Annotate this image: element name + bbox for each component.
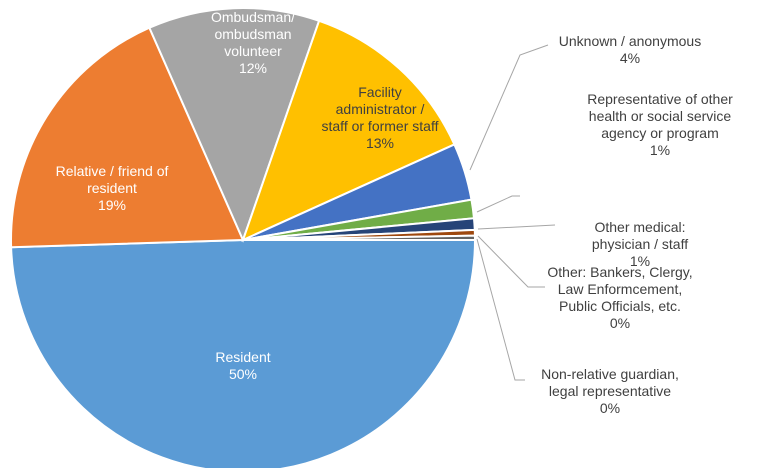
label-line: Other: Bankers, Clergy, [547, 264, 692, 280]
label-line: Other medical: [594, 219, 685, 235]
leader-line [477, 235, 545, 288]
slice-label: Resident [215, 349, 270, 365]
pie-slice [10, 26, 245, 249]
value-label: 0% [610, 315, 630, 331]
label-line: resident [87, 180, 137, 196]
label-line: agency or program [601, 125, 719, 141]
pie-slice [241, 19, 456, 242]
value-label: 0% [600, 400, 620, 416]
label-line: physician / staff [592, 236, 688, 252]
leader-line [476, 195, 520, 213]
slice-label: Other: Bankers, Clergy, Law Enformcement,… [547, 264, 692, 314]
value-label: 19% [98, 197, 126, 213]
pie-slice [242, 234, 477, 241]
value-label: 12% [239, 60, 267, 76]
slice-label: Other medical: physician / staff [592, 219, 688, 252]
label-line: Public Officials, etc. [559, 298, 681, 314]
value-label: 50% [229, 366, 257, 382]
label-line: Ombudsman/ [211, 9, 295, 25]
slice-label: Facility administrator / staff or former s… [322, 84, 439, 134]
value-label: 13% [366, 135, 394, 151]
label-line: Facility [358, 84, 402, 100]
value-label: 4% [620, 50, 640, 66]
value-label: 1% [630, 253, 650, 269]
slice-label: Non-relative guardian, legal representati… [541, 366, 679, 399]
label-line: staff or former staff [322, 118, 439, 134]
slice-label: Representative of other health or social … [587, 91, 733, 141]
slice-label: Unknown / anonymous [559, 33, 701, 49]
slice-label: Relative / friend of resident [56, 163, 169, 196]
label-line: administrator / [336, 101, 425, 117]
label-line: Unknown / anonymous [559, 33, 701, 49]
pie-slice [148, 7, 321, 243]
label-line: Law Enformcement, [558, 281, 683, 297]
label-line: ombudsman [214, 26, 291, 42]
label-line: legal representative [549, 383, 671, 399]
label-line: Non-relative guardian, [541, 366, 679, 382]
label-line: volunteer [224, 43, 282, 59]
slice-label: Ombudsman/ombudsman volunteer [211, 9, 295, 59]
label-line: Resident [215, 349, 270, 365]
pie-slice [10, 239, 477, 468]
label-line: health or social service [589, 108, 732, 124]
leader-line [477, 224, 556, 230]
label-line: Representative of other [587, 91, 733, 107]
leader-line [469, 44, 549, 171]
label-line: Relative / friend of [56, 163, 169, 179]
leader-line [476, 238, 525, 381]
value-label: 1% [650, 142, 670, 158]
